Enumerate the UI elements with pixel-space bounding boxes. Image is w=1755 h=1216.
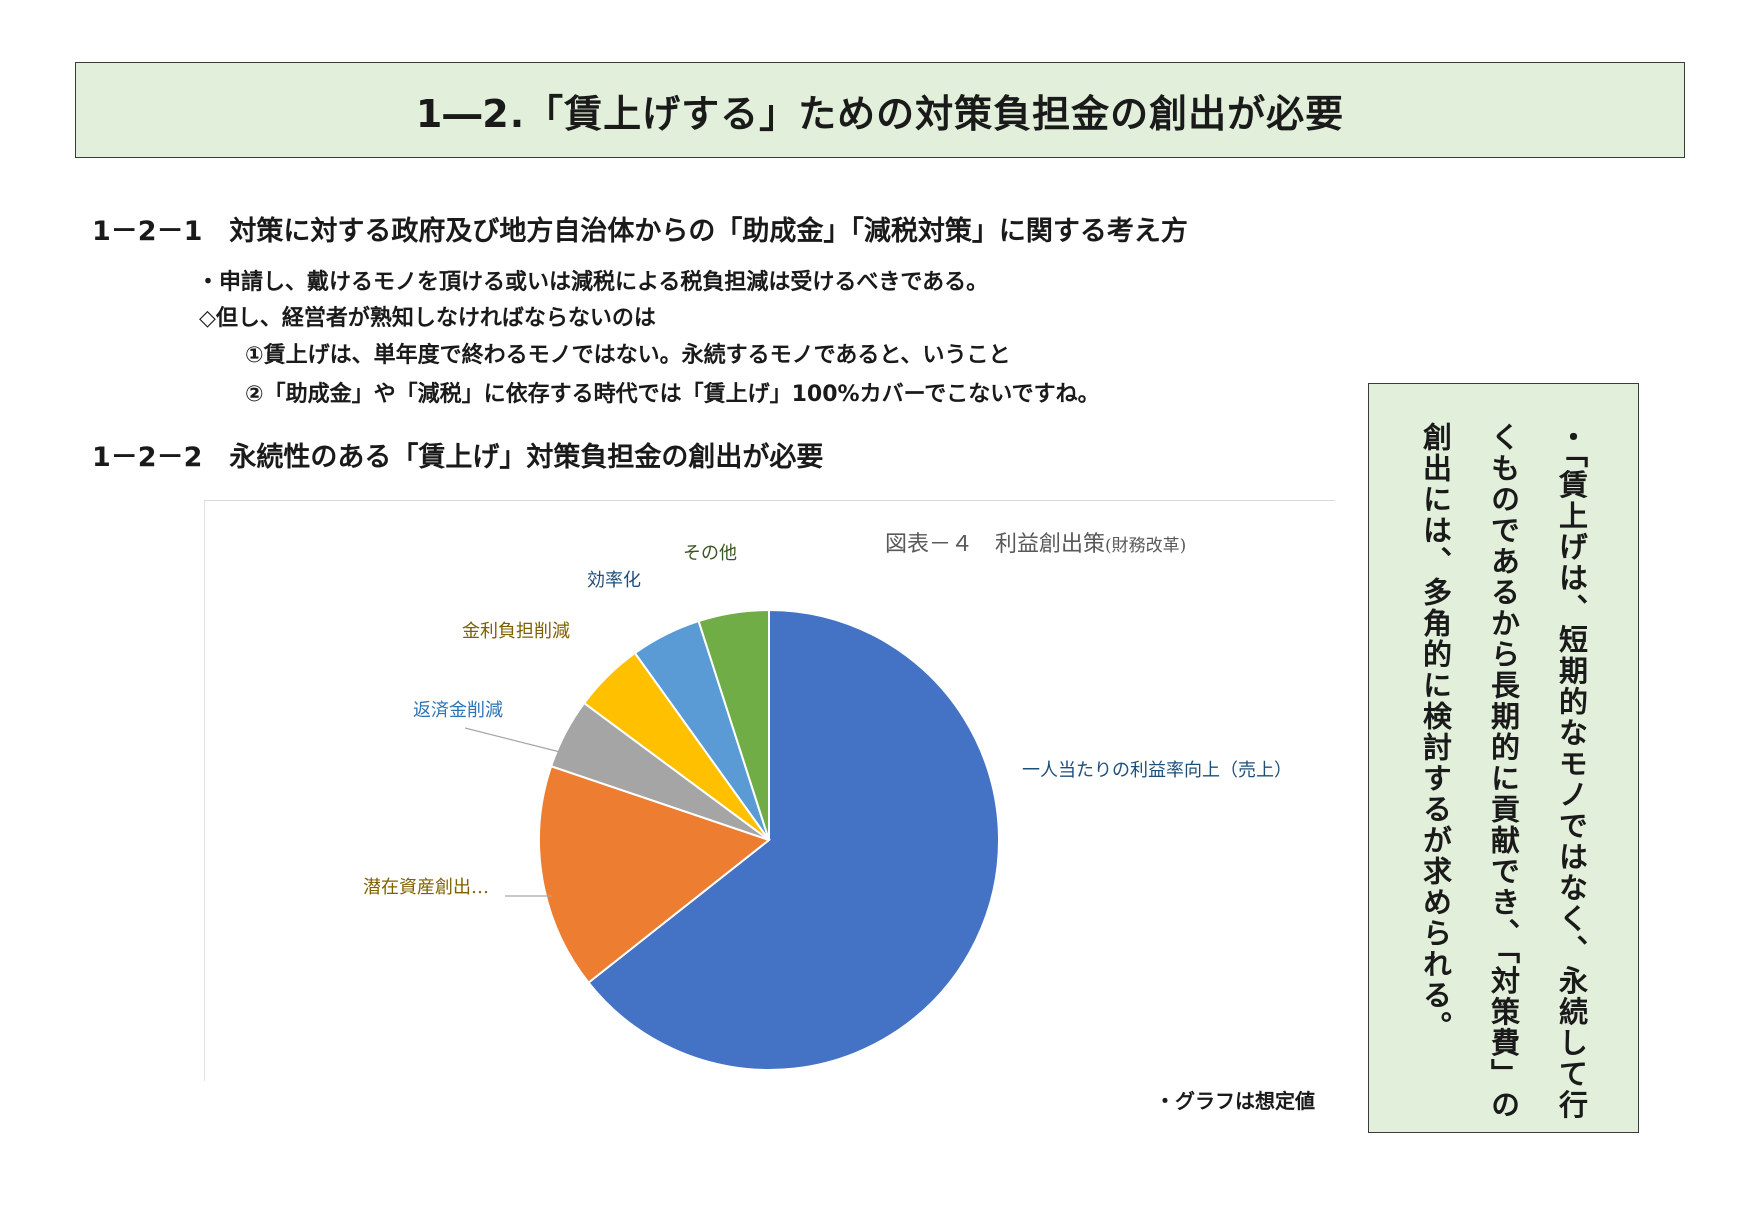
pie-label-latent-assets: 潜在資産創出… — [363, 877, 489, 898]
pie-slice-latent-assets — [538, 764, 772, 985]
graph-note: ・グラフは想定値 — [1155, 1089, 1315, 1113]
pie-slice-sales — [587, 608, 1000, 1071]
page-title: 1―2.「賃上げする」ための対策負担金の創出が必要 — [415, 91, 1345, 136]
section-1-line-1: ・申請し、戴けるモノを頂ける或いは減税による税負担減は受けるべきである。 — [197, 270, 989, 295]
pie-label-repayment: 返済金削減 — [413, 700, 503, 721]
side-note-box: ・「賃上げは、短期的なモノではなく、永続して行くものであるから長期的に貢献でき、… — [1368, 383, 1639, 1133]
section-1-line-3: ①賃上げは、単年度で終わるモノではない。永続するモノであると、いうこと — [245, 343, 1011, 368]
pie-slice-other — [697, 608, 770, 841]
page-title-box: 1―2.「賃上げする」ための対策負担金の創出が必要 — [75, 62, 1685, 158]
section-1-heading: 1－2－1 対策に対する政府及び地方自治体からの「助成金」「減税対策」に関する考… — [92, 216, 1188, 247]
pie-label-interest: 金利負担削減 — [462, 621, 570, 642]
chart-title-main: 図表－４ 利益創出策 — [885, 532, 1106, 557]
section-1-line-4: ②「助成金」や「減税」に依存する時代では「賃上げ」100%カバーでこないですね。 — [245, 382, 1100, 407]
pie-label-efficiency: 効率化 — [587, 570, 641, 591]
pie-label-other: その他 — [683, 543, 737, 564]
leader-line-repayment — [464, 727, 561, 753]
section-1-line-2: ◇但し、経営者が熟知しなければならないのは — [199, 306, 656, 331]
section-2-heading: 1－2－2 永続性のある「賃上げ」対策負担金の創出が必要 — [92, 442, 824, 473]
chart-title-sub: (財務改革) — [1105, 536, 1187, 556]
chart-area — [204, 500, 1335, 1081]
pie-label-sales: 一人当たりの利益率向上（売上） — [1022, 760, 1292, 781]
chart-title: 図表－４ 利益創出策(財務改革) — [885, 526, 1186, 558]
side-note-text: ・「賃上げは、短期的なモノではなく、永続して行くものであるから長期的に貢献でき、… — [1418, 422, 1589, 1121]
